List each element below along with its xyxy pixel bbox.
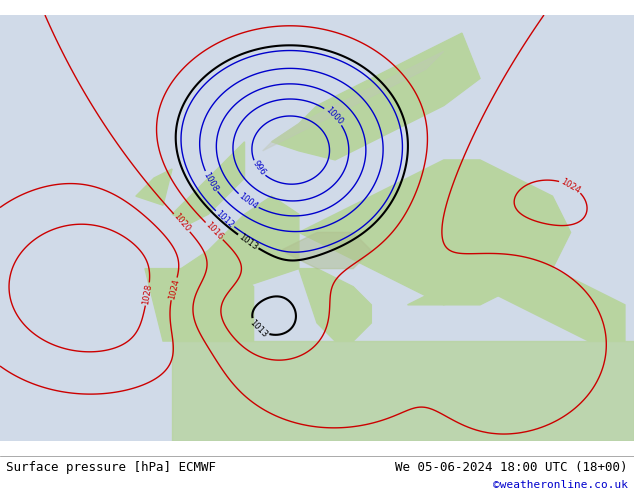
Polygon shape bbox=[172, 142, 245, 223]
Polygon shape bbox=[172, 341, 634, 441]
Text: Surface pressure [hPa] ECMWF: Surface pressure [hPa] ECMWF bbox=[6, 461, 216, 474]
Polygon shape bbox=[408, 269, 625, 341]
Polygon shape bbox=[136, 169, 172, 205]
Text: 1013: 1013 bbox=[248, 318, 269, 339]
Text: 1024: 1024 bbox=[167, 277, 181, 300]
Text: 996: 996 bbox=[250, 159, 267, 177]
Text: 1000: 1000 bbox=[323, 105, 344, 127]
Polygon shape bbox=[272, 33, 480, 160]
Text: We 05-06-2024 18:00 UTC (18+00): We 05-06-2024 18:00 UTC (18+00) bbox=[395, 461, 628, 474]
Polygon shape bbox=[299, 160, 571, 305]
Text: 1012: 1012 bbox=[214, 209, 236, 229]
Text: 1024: 1024 bbox=[559, 177, 582, 195]
Polygon shape bbox=[145, 269, 254, 341]
Polygon shape bbox=[181, 196, 299, 287]
Text: 1013: 1013 bbox=[237, 232, 259, 251]
Polygon shape bbox=[262, 51, 444, 151]
Text: ©weatheronline.co.uk: ©weatheronline.co.uk bbox=[493, 480, 628, 490]
Text: 1020: 1020 bbox=[172, 212, 192, 234]
Text: 1028: 1028 bbox=[141, 283, 153, 305]
Polygon shape bbox=[299, 269, 372, 341]
Polygon shape bbox=[281, 232, 372, 269]
Text: 1004: 1004 bbox=[237, 192, 259, 211]
Text: 1016: 1016 bbox=[204, 220, 224, 242]
Text: 1008: 1008 bbox=[202, 170, 220, 193]
